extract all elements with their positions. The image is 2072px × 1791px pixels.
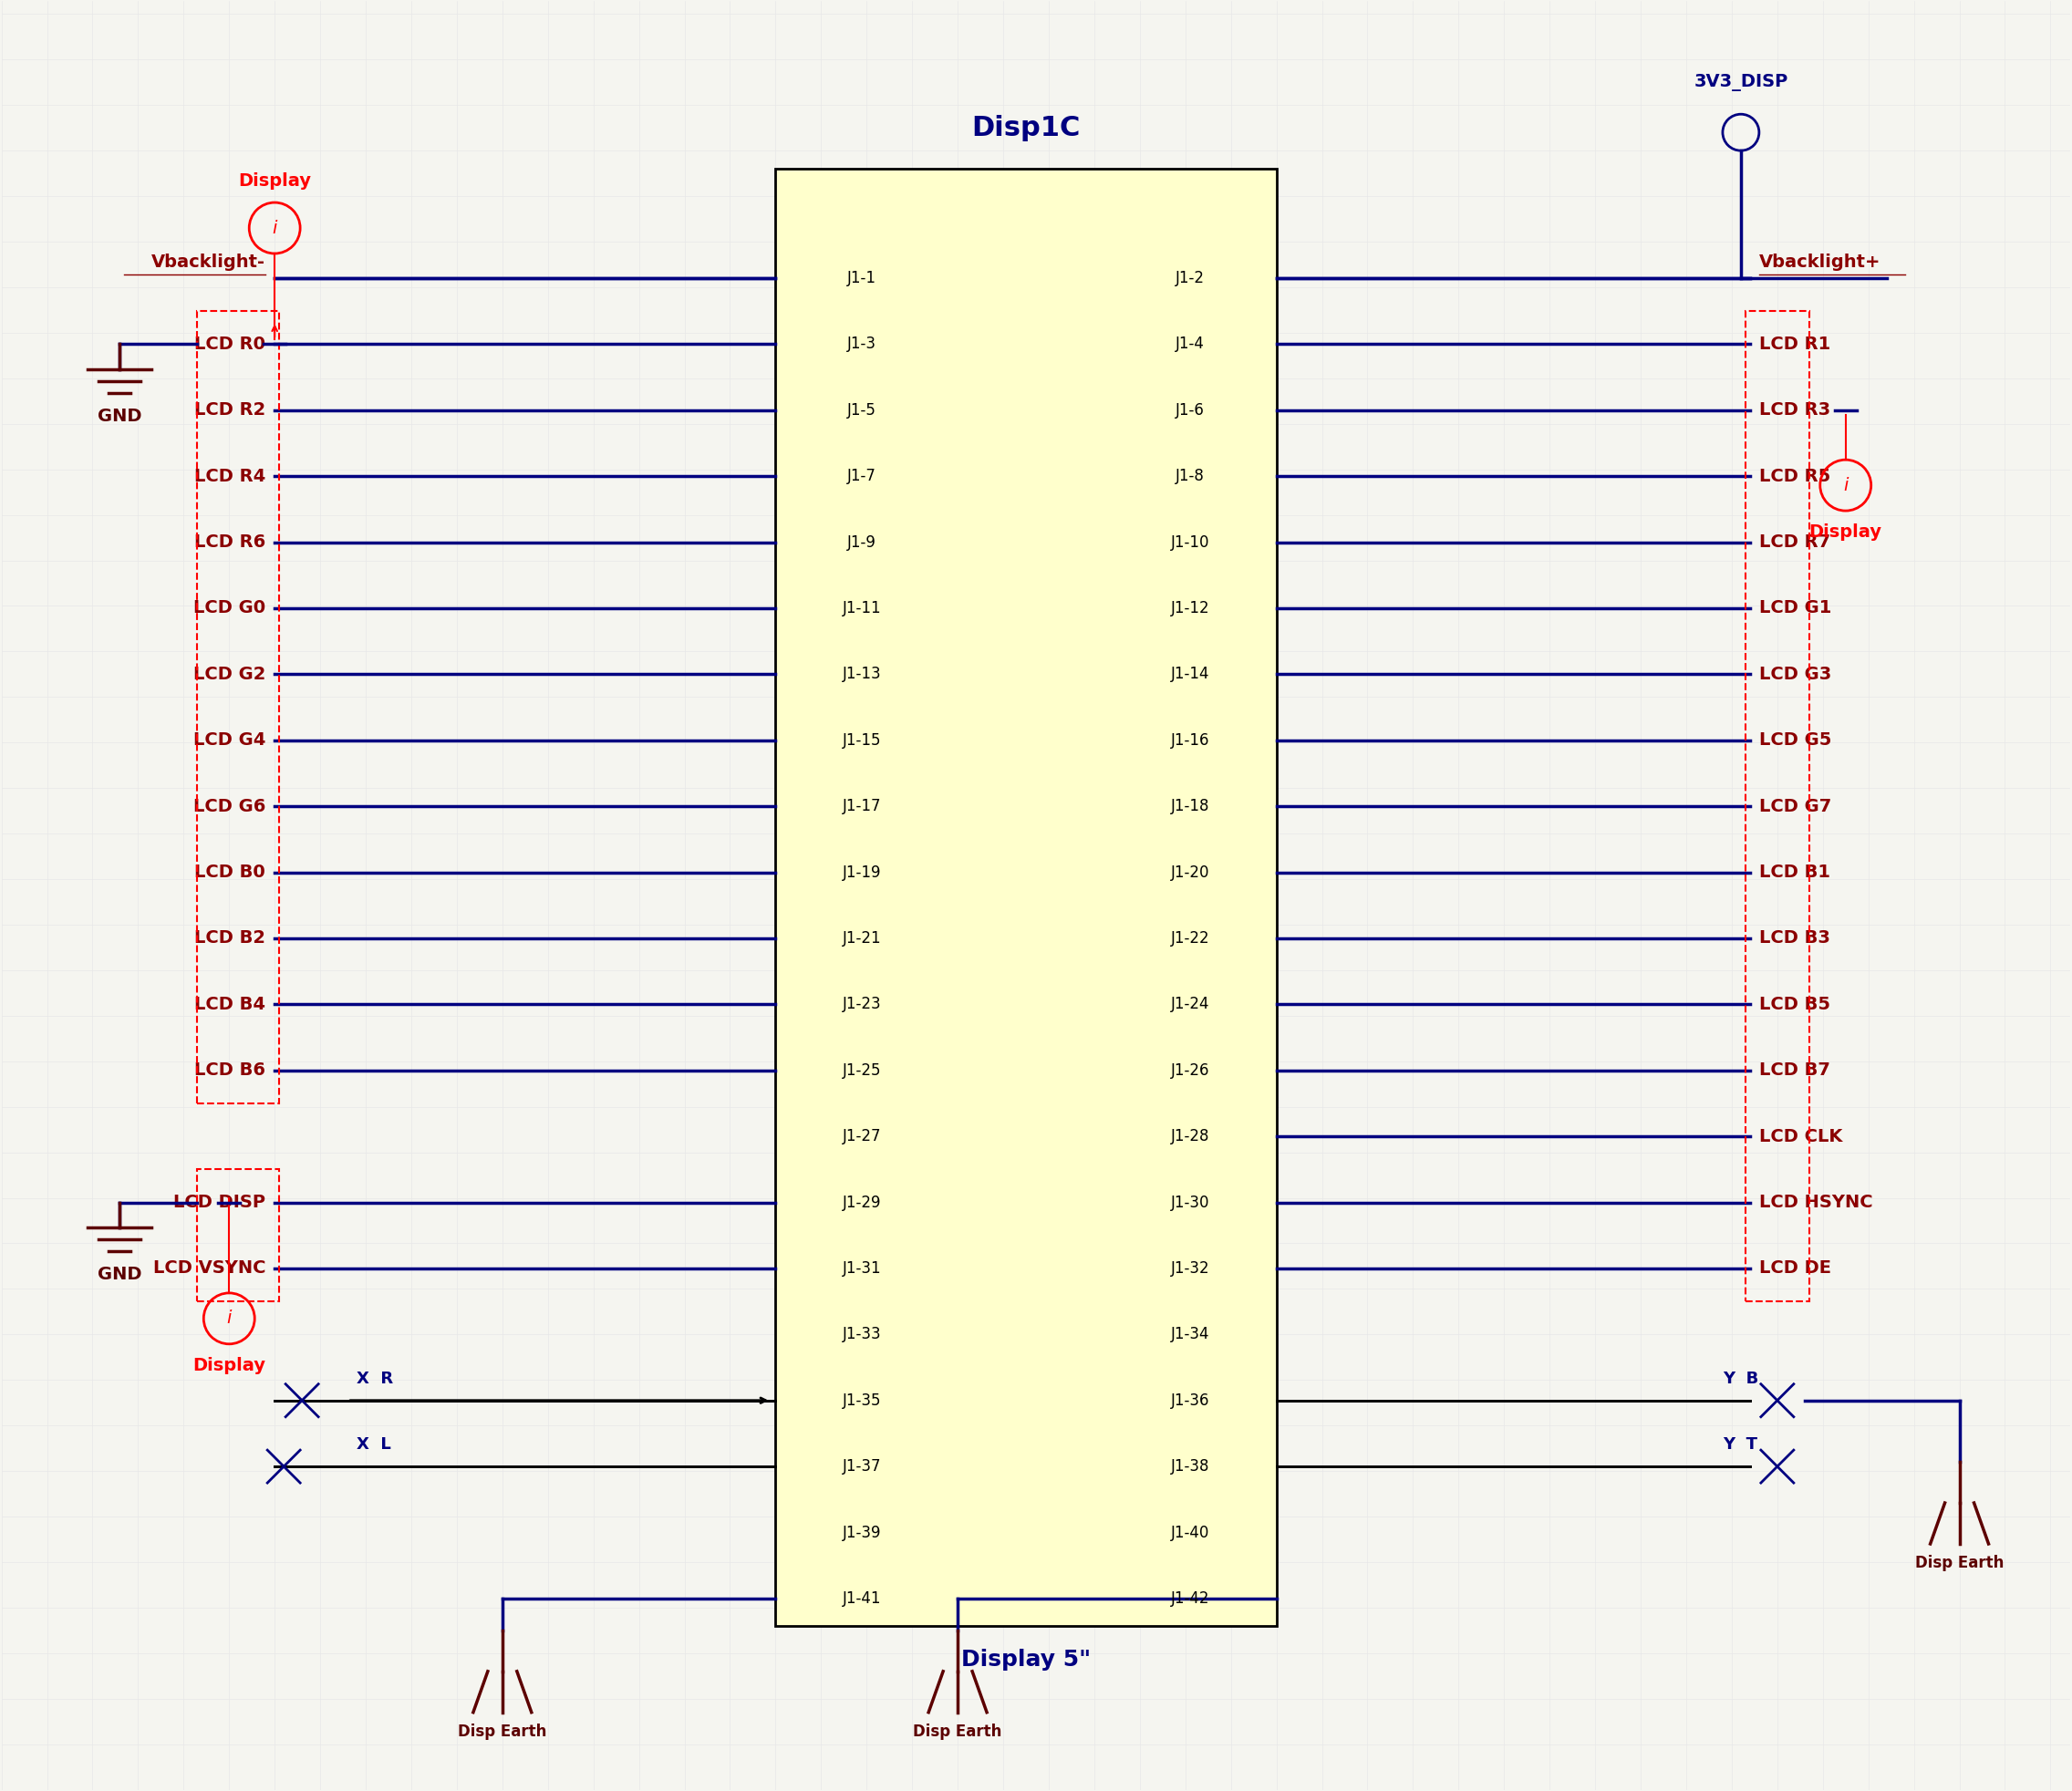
Text: J1-13: J1-13: [843, 666, 881, 682]
Text: LCD R7: LCD R7: [1759, 534, 1830, 552]
Text: J1-6: J1-6: [1175, 401, 1204, 419]
Text: X  R: X R: [356, 1370, 394, 1386]
Text: LCD G5: LCD G5: [1759, 731, 1832, 749]
Text: J1-20: J1-20: [1171, 863, 1210, 881]
Text: LCD R4: LCD R4: [195, 467, 265, 485]
Text: LCD G0: LCD G0: [193, 600, 265, 616]
Text: J1-14: J1-14: [1171, 666, 1210, 682]
Text: J1-21: J1-21: [843, 930, 881, 946]
Text: LCD R2: LCD R2: [195, 401, 265, 419]
Text: GND: GND: [97, 408, 143, 424]
Text: LCD DISP: LCD DISP: [174, 1195, 265, 1211]
Text: LCD DE: LCD DE: [1759, 1259, 1832, 1277]
Text: LCD R1: LCD R1: [1759, 335, 1830, 353]
Text: J1-12: J1-12: [1171, 600, 1210, 616]
Text: LCD CLK: LCD CLK: [1759, 1128, 1842, 1144]
Text: J1-42: J1-42: [1171, 1590, 1210, 1607]
Text: J1-8: J1-8: [1175, 467, 1204, 484]
Text: Disp Earth: Disp Earth: [458, 1723, 547, 1739]
Text: J1-34: J1-34: [1171, 1325, 1210, 1343]
Text: Display: Display: [238, 172, 311, 190]
Text: J1-15: J1-15: [843, 733, 881, 749]
Text: LCD B3: LCD B3: [1759, 930, 1830, 947]
Text: J1-33: J1-33: [843, 1325, 881, 1343]
Bar: [775, 168, 1276, 1626]
Text: J1-28: J1-28: [1171, 1128, 1210, 1144]
Text: Display: Display: [193, 1358, 265, 1374]
Text: i: i: [226, 1309, 232, 1327]
Text: J1-36: J1-36: [1171, 1392, 1210, 1410]
Text: J1-38: J1-38: [1171, 1458, 1210, 1474]
Text: LCD G3: LCD G3: [1759, 666, 1832, 682]
Text: J1-27: J1-27: [843, 1128, 881, 1144]
Text: X  L: X L: [356, 1436, 392, 1453]
Text: J1-30: J1-30: [1171, 1195, 1210, 1211]
Text: J1-7: J1-7: [847, 467, 876, 484]
Text: J1-41: J1-41: [843, 1590, 881, 1607]
Text: J1-24: J1-24: [1171, 996, 1210, 1012]
Text: LCD B4: LCD B4: [195, 996, 265, 1014]
Text: J1-2: J1-2: [1175, 270, 1204, 287]
Text: Vbacklight+: Vbacklight+: [1759, 254, 1881, 270]
Text: J1-26: J1-26: [1171, 1062, 1210, 1078]
Text: LCD G7: LCD G7: [1759, 797, 1832, 815]
Text: LCD G6: LCD G6: [193, 797, 265, 815]
Text: LCD G4: LCD G4: [193, 731, 265, 749]
Text: J1-3: J1-3: [847, 337, 876, 353]
Text: J1-16: J1-16: [1171, 733, 1210, 749]
Text: J1-19: J1-19: [843, 863, 881, 881]
Bar: [197, 1170, 280, 1302]
Text: Disp1C: Disp1C: [972, 115, 1080, 141]
Text: J1-31: J1-31: [843, 1261, 881, 1277]
Text: GND: GND: [97, 1266, 143, 1284]
Text: LCD R6: LCD R6: [195, 534, 265, 552]
Text: J1-11: J1-11: [843, 600, 881, 616]
Text: Y  T: Y T: [1722, 1436, 1757, 1453]
Text: Y  B: Y B: [1722, 1370, 1759, 1386]
Text: J1-23: J1-23: [843, 996, 881, 1012]
Text: Disp Earth: Disp Earth: [1915, 1555, 2004, 1571]
Text: J1-22: J1-22: [1171, 930, 1210, 946]
Text: LCD B7: LCD B7: [1759, 1062, 1830, 1078]
Text: J1-40: J1-40: [1171, 1524, 1210, 1540]
Text: LCD B6: LCD B6: [195, 1062, 265, 1078]
Text: J1-1: J1-1: [847, 270, 876, 287]
Text: J1-35: J1-35: [843, 1392, 881, 1410]
Text: LCD B2: LCD B2: [195, 930, 265, 947]
Text: J1-32: J1-32: [1171, 1261, 1210, 1277]
Text: Disp Earth: Disp Earth: [914, 1723, 1003, 1739]
Text: LCD HSYNC: LCD HSYNC: [1759, 1195, 1873, 1211]
Text: 3V3_DISP: 3V3_DISP: [1693, 73, 1788, 91]
Text: LCD G2: LCD G2: [193, 666, 265, 682]
Text: J1-25: J1-25: [843, 1062, 881, 1078]
Text: LCD B1: LCD B1: [1759, 863, 1830, 881]
Text: LCD VSYNC: LCD VSYNC: [153, 1259, 265, 1277]
Text: i: i: [1844, 476, 1848, 494]
Text: J1-9: J1-9: [847, 534, 876, 550]
Text: Vbacklight-: Vbacklight-: [151, 254, 265, 270]
Text: i: i: [271, 219, 278, 236]
Text: J1-29: J1-29: [843, 1195, 881, 1211]
Text: J1-18: J1-18: [1171, 799, 1210, 815]
Text: LCD G1: LCD G1: [1759, 600, 1832, 616]
Text: LCD R5: LCD R5: [1759, 467, 1830, 485]
Text: Display: Display: [1809, 523, 1881, 541]
Text: LCD B5: LCD B5: [1759, 996, 1830, 1014]
Text: LCD R3: LCD R3: [1759, 401, 1830, 419]
Text: J1-17: J1-17: [843, 799, 881, 815]
Text: Display 5": Display 5": [961, 1648, 1090, 1671]
Bar: [197, 312, 280, 1103]
Bar: [1745, 312, 1809, 1302]
Text: J1-4: J1-4: [1175, 337, 1204, 353]
Text: J1-5: J1-5: [847, 401, 876, 419]
Text: J1-10: J1-10: [1171, 534, 1210, 550]
Text: J1-37: J1-37: [843, 1458, 881, 1474]
Text: J1-39: J1-39: [843, 1524, 881, 1540]
Text: LCD R0: LCD R0: [195, 335, 265, 353]
Text: LCD B0: LCD B0: [195, 863, 265, 881]
